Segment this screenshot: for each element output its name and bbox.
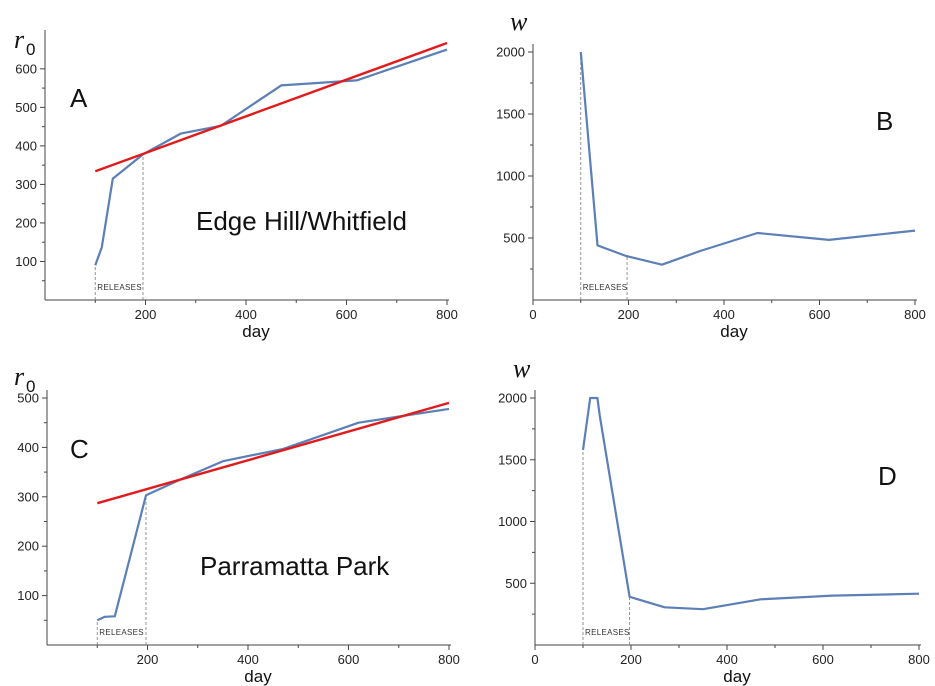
panel-c-site-label: Parramatta Park	[200, 551, 390, 581]
panel-a-y-tick-label: 500	[15, 100, 37, 115]
panel-d-y-tick-label: 1500	[498, 452, 527, 467]
panel-a-x-axis-label: day	[242, 322, 270, 341]
panel-c-y-tick-label: 300	[17, 489, 39, 504]
panel-d-x-tick-label: 600	[812, 652, 834, 667]
panel-a-x-tick-label: 200	[135, 307, 157, 322]
panel-b-y-tick-label: 2000	[496, 45, 525, 60]
panel-b-releases-label: RELEASES	[583, 283, 628, 292]
panel-b-letter: B	[876, 106, 893, 136]
panel-c-series-fit-line	[96, 401, 450, 505]
panel-a-x-tick-label: 400	[235, 307, 257, 322]
panel-b-y-tick-label: 500	[503, 231, 525, 246]
panel-d-y-tick-label: 500	[505, 576, 527, 591]
panel-b-y-axis-label: w	[510, 7, 528, 36]
panel-d-x-axis-label: day	[723, 667, 751, 686]
panel-a-y-tick-label: 200	[15, 215, 37, 230]
panel-b-x-axis-label: day	[720, 322, 748, 341]
panel-c-x-tick-label: 200	[137, 652, 159, 667]
panel-a-y-tick-label: 100	[15, 254, 37, 269]
panel-c-y-tick-label: 400	[17, 440, 39, 455]
panel-c-releases-label: RELEASES	[99, 628, 144, 637]
panel-c-x-tick-label: 400	[237, 652, 259, 667]
panel-a-series-fit-line	[94, 41, 448, 173]
panel-b-x-tick-label: 800	[904, 307, 926, 322]
panel-c-letter: C	[70, 434, 89, 464]
panel-a-y-axis-label-subscript: 0	[26, 40, 35, 59]
panel-a-y-tick-label: 400	[15, 138, 37, 153]
panel-d-y-axis-label: w	[513, 354, 531, 383]
panel-a-y-axis-label: r	[14, 25, 25, 54]
panel-c-series-data-line	[96, 407, 450, 622]
panel-a-site-label: Edge Hill/Whitfield	[196, 206, 407, 236]
panel-a-releases-label: RELEASES	[97, 283, 142, 292]
panel-a-x-tick-label: 800	[436, 307, 458, 322]
panel-d-x-tick-label: 200	[620, 652, 642, 667]
panel-c-x-tick-label: 800	[438, 652, 460, 667]
panel-d-letter: D	[878, 461, 897, 491]
panel-d-y-tick-label: 1000	[498, 514, 527, 529]
panel-b-y-tick-label: 1500	[496, 107, 525, 122]
panel-c-x-tick-label: 600	[338, 652, 360, 667]
panel-a-y-tick-label: 600	[15, 61, 37, 76]
panel-b-x-tick-label: 400	[713, 307, 735, 322]
panel-c-x-axis-label: day	[244, 667, 272, 686]
panel-d-series-data-line	[581, 396, 920, 611]
panel-c-y-tick-label: 200	[17, 539, 39, 554]
panel-b-series-data-line	[579, 51, 916, 266]
panel-d-releases-label: RELEASES	[585, 628, 630, 637]
panel-a-series-data-line	[94, 48, 448, 266]
panel-b-x-tick-label: 0	[529, 307, 536, 322]
panel-d-x-tick-label: 0	[531, 652, 538, 667]
panel-d-x-tick-label: 800	[908, 652, 930, 667]
panel-d-x-tick-label: 400	[716, 652, 738, 667]
panel-a-y-tick-label: 300	[15, 177, 37, 192]
panel-a-x-tick-label: 600	[336, 307, 358, 322]
panel-c-y-tick-label: 100	[17, 588, 39, 603]
panel-b-x-tick-label: 600	[809, 307, 831, 322]
panel-c-y-axis-label-subscript: 0	[26, 377, 35, 396]
panel-d-y-tick-label: 2000	[498, 391, 527, 406]
panel-c-y-tick-label: 500	[17, 391, 39, 406]
panel-c-y-axis-label: r	[14, 362, 25, 391]
panel-a-letter: A	[70, 83, 88, 113]
panel-b-x-tick-label: 200	[618, 307, 640, 322]
panel-b-y-tick-label: 1000	[496, 169, 525, 184]
